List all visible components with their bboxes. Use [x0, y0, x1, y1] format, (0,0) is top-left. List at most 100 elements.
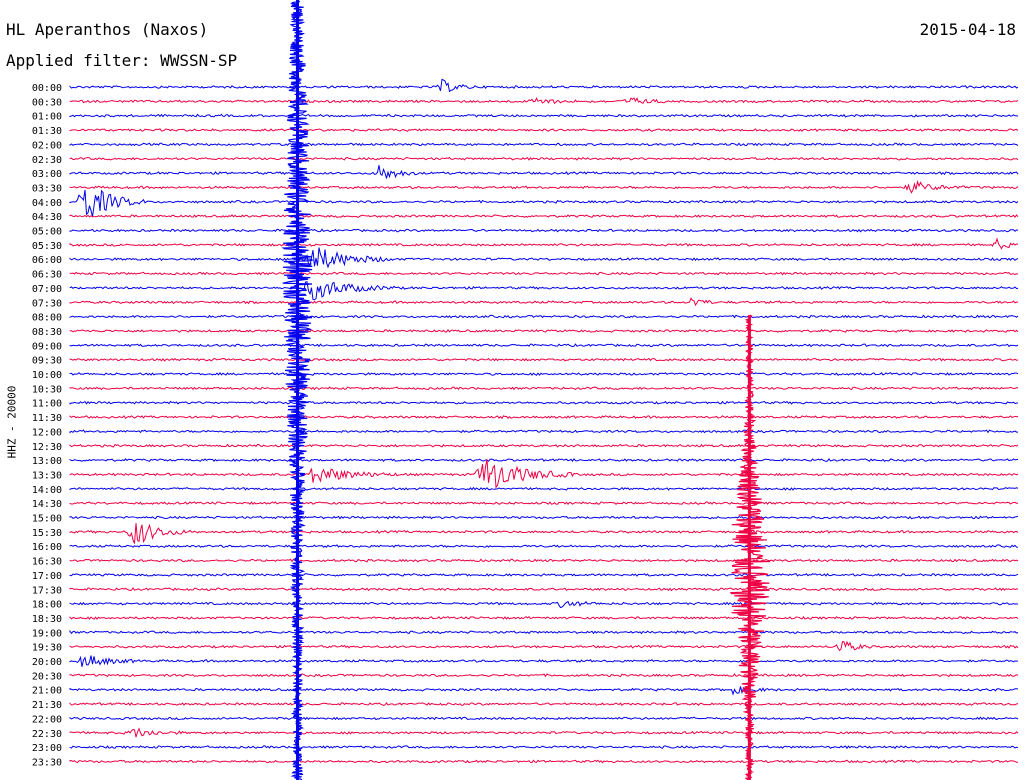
trace-line [69, 515, 1019, 520]
row-label: 07:00 [32, 284, 62, 295]
trace-line [69, 458, 1019, 463]
trace-line [69, 745, 1019, 750]
row-label: 01:30 [32, 126, 62, 137]
row-label: 20:30 [32, 671, 62, 682]
row-label: 22:00 [32, 714, 62, 725]
row-label: 18:00 [32, 600, 62, 611]
trace-line [69, 727, 1019, 738]
row-label: 02:00 [32, 140, 62, 151]
trace-line [69, 142, 1019, 147]
row-label: 01:00 [32, 112, 62, 123]
trace-line [69, 701, 1019, 707]
trace-line [69, 429, 1019, 434]
trace-line [69, 558, 1019, 563]
row-label: 06:30 [32, 270, 62, 281]
trace-line [69, 655, 1019, 667]
trace-line [69, 189, 1019, 217]
trace-line [69, 587, 1019, 592]
row-label: 20:00 [32, 657, 62, 668]
trace-line [69, 759, 1018, 764]
trace-line [69, 640, 1019, 652]
trace-line [69, 128, 1019, 132]
trace-line [69, 716, 1019, 721]
trace-line [69, 629, 1019, 635]
trace-line [69, 329, 1019, 333]
trace-line [69, 297, 1019, 307]
trace-line [69, 314, 1019, 319]
row-label: 06:00 [32, 255, 62, 266]
trace-line [69, 228, 1019, 233]
row-label: 19:30 [32, 643, 62, 654]
row-label: 23:00 [32, 743, 62, 754]
trace-line [69, 214, 1019, 219]
trace-line [69, 415, 1019, 420]
trace-line [69, 156, 1019, 161]
row-label: 15:00 [32, 514, 62, 525]
row-label: 17:30 [32, 585, 62, 596]
row-label: 09:30 [32, 356, 62, 367]
row-label: 21:00 [32, 686, 62, 697]
row-label: 12:00 [32, 427, 62, 438]
row-label: 14:00 [32, 485, 62, 496]
trace-line [69, 343, 1019, 348]
row-label: 02:30 [32, 155, 62, 166]
trace-line [69, 686, 1019, 696]
trace-line [69, 400, 1019, 405]
row-label: 13:00 [32, 456, 62, 467]
row-label: 21:30 [32, 700, 62, 711]
row-label: 03:00 [32, 169, 62, 180]
row-label: 10:00 [32, 370, 62, 381]
trace-line [69, 357, 1019, 362]
trace-line [69, 443, 1019, 448]
row-label: 07:30 [32, 298, 62, 309]
row-label: 09:00 [32, 341, 62, 352]
row-label: 03:30 [32, 183, 62, 194]
row-label: 14:30 [32, 499, 62, 510]
filter-label: Applied filter: WWSSN-SP [6, 51, 238, 70]
row-label: 08:30 [32, 327, 62, 338]
trace-line [69, 179, 1019, 194]
trace-line [69, 459, 1019, 489]
station-title: HL Aperanthos (Naxos) [6, 20, 209, 39]
trace-line [69, 486, 1019, 491]
row-label: 22:30 [32, 729, 62, 740]
row-label: 00:30 [32, 97, 62, 108]
trace-line [69, 165, 1019, 179]
trace-line [69, 572, 1019, 577]
date-label: 2015-04-18 [919, 20, 1016, 39]
trace-line [69, 371, 1019, 376]
trace-line [69, 501, 1019, 506]
row-label: 15:30 [32, 528, 62, 539]
row-label: 05:00 [32, 227, 62, 238]
row-label: 04:30 [32, 212, 62, 223]
trace-line [69, 523, 1019, 544]
trace-line [69, 96, 1019, 105]
trace-line [69, 271, 1019, 276]
row-label: 17:00 [32, 571, 62, 582]
row-label: 12:30 [32, 442, 62, 453]
trace-line [69, 78, 1019, 93]
row-label: 23:30 [32, 757, 62, 768]
row-label: 18:30 [32, 614, 62, 625]
row-label: 13:30 [32, 470, 62, 481]
trace-line [69, 237, 1019, 250]
row-label: 05:30 [32, 241, 62, 252]
trace-line [69, 281, 1019, 301]
trace-line [69, 386, 1019, 391]
trace-line [69, 113, 1019, 118]
row-label: 19:00 [32, 628, 62, 639]
row-label: 11:30 [32, 413, 62, 424]
row-label: 10:30 [32, 384, 62, 395]
trace-line [69, 673, 1019, 678]
trace-line [69, 544, 1019, 549]
row-label: 00:00 [32, 83, 62, 94]
row-label: 04:00 [32, 198, 62, 209]
trace-line [69, 247, 1019, 269]
row-label: 11:00 [32, 399, 62, 410]
row-label: 16:00 [32, 542, 62, 553]
trace-line [69, 600, 1019, 609]
row-label: 16:30 [32, 557, 62, 568]
trace-line [69, 616, 1019, 620]
row-label: 08:00 [32, 313, 62, 324]
